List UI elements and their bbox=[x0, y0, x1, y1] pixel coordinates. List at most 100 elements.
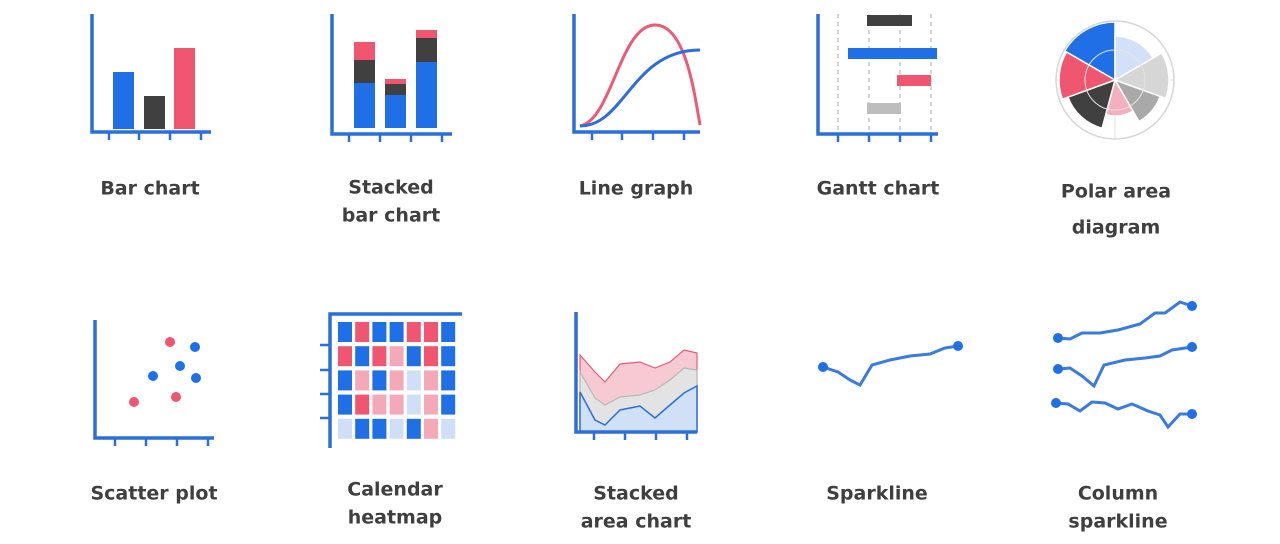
cell bbox=[441, 394, 456, 415]
label: Line graph bbox=[579, 178, 694, 200]
sparkline-icon bbox=[818, 341, 963, 387]
task-bar bbox=[867, 103, 901, 114]
axis-ticks bbox=[347, 134, 444, 142]
label: area chart bbox=[581, 511, 692, 533]
cell bbox=[355, 322, 370, 342]
cell bbox=[406, 322, 421, 342]
cell bbox=[406, 370, 421, 391]
sector bbox=[1067, 78, 1117, 130]
label: Scatter plot bbox=[90, 483, 217, 505]
point bbox=[1053, 364, 1063, 374]
cell bbox=[338, 322, 352, 342]
cell bbox=[389, 322, 404, 342]
cell bbox=[406, 418, 421, 439]
bar-segment bbox=[385, 84, 406, 95]
cell bbox=[338, 370, 352, 391]
cell bbox=[372, 370, 387, 391]
column-sparkline-icon bbox=[1051, 300, 1197, 430]
cell bbox=[338, 346, 352, 367]
cell bbox=[372, 346, 387, 367]
label: sparkline bbox=[1068, 511, 1167, 533]
bar-segment bbox=[416, 38, 437, 62]
point bbox=[1187, 342, 1197, 352]
label: Calendar bbox=[347, 479, 443, 501]
label: diagram bbox=[1072, 217, 1161, 239]
label: Sparkline bbox=[826, 483, 928, 505]
cell bbox=[389, 394, 404, 415]
axis-ticks bbox=[107, 132, 203, 140]
cell bbox=[441, 370, 456, 391]
axis bbox=[572, 14, 700, 134]
polar-area-icon bbox=[1055, 20, 1175, 140]
point bbox=[171, 392, 181, 402]
outline bbox=[1055, 20, 1175, 140]
outline bbox=[1084, 49, 1146, 111]
label: Stacked bbox=[348, 177, 433, 199]
bar bbox=[174, 48, 195, 129]
point bbox=[1053, 333, 1063, 343]
bar-chart-icon bbox=[90, 14, 211, 140]
line bbox=[579, 23, 702, 128]
cell bbox=[355, 370, 370, 391]
cell bbox=[372, 322, 387, 342]
sector bbox=[1063, 21, 1116, 82]
stacked-bar-icon bbox=[330, 14, 452, 142]
label: heatmap bbox=[348, 507, 443, 529]
cell bbox=[441, 418, 456, 439]
axis bbox=[90, 14, 211, 134]
point bbox=[1187, 409, 1197, 419]
line bbox=[1057, 345, 1193, 389]
task-bar bbox=[867, 15, 912, 26]
point bbox=[148, 371, 158, 381]
label: Polar area bbox=[1061, 181, 1171, 203]
bar-segment bbox=[354, 83, 375, 128]
point bbox=[129, 397, 139, 407]
cell bbox=[424, 370, 438, 391]
cell bbox=[424, 394, 438, 415]
bar-segment bbox=[354, 42, 375, 60]
cell bbox=[372, 394, 387, 415]
cell bbox=[406, 346, 421, 367]
bar-segment bbox=[385, 95, 406, 128]
axis bbox=[328, 312, 462, 448]
axis-ticks bbox=[590, 132, 686, 140]
label: Column bbox=[1078, 483, 1158, 505]
grid-lines bbox=[837, 14, 932, 134]
cell bbox=[424, 418, 438, 439]
cell bbox=[338, 394, 352, 415]
line bbox=[1057, 300, 1193, 341]
gantt-icon bbox=[816, 14, 938, 142]
cell bbox=[389, 418, 404, 439]
task-bar bbox=[848, 48, 937, 59]
cell bbox=[338, 418, 352, 439]
task-bar bbox=[897, 75, 931, 86]
line bbox=[822, 344, 959, 387]
line-graph-icon bbox=[572, 14, 702, 140]
sector bbox=[1058, 50, 1117, 101]
cell bbox=[389, 346, 404, 367]
point bbox=[190, 342, 200, 352]
axis-ticks bbox=[836, 134, 933, 142]
cell bbox=[424, 346, 438, 367]
label: Stacked bbox=[593, 483, 678, 505]
axis-ticks bbox=[592, 432, 689, 440]
point bbox=[818, 362, 828, 372]
point bbox=[191, 373, 201, 383]
axis bbox=[93, 320, 214, 440]
point bbox=[175, 361, 185, 371]
axis bbox=[816, 14, 938, 136]
axis-ticks bbox=[320, 343, 330, 420]
sector bbox=[1113, 78, 1162, 123]
cell bbox=[355, 394, 370, 415]
cell bbox=[355, 418, 370, 439]
point bbox=[1187, 301, 1197, 311]
cell bbox=[441, 322, 456, 342]
scatter-icon bbox=[93, 320, 214, 446]
label: Bar chart bbox=[100, 178, 199, 200]
label: Gantt chart bbox=[817, 178, 940, 200]
line bbox=[1055, 400, 1192, 430]
axis-ticks bbox=[113, 438, 210, 446]
sector bbox=[1113, 51, 1170, 100]
cell bbox=[424, 322, 438, 342]
line bbox=[579, 48, 701, 128]
